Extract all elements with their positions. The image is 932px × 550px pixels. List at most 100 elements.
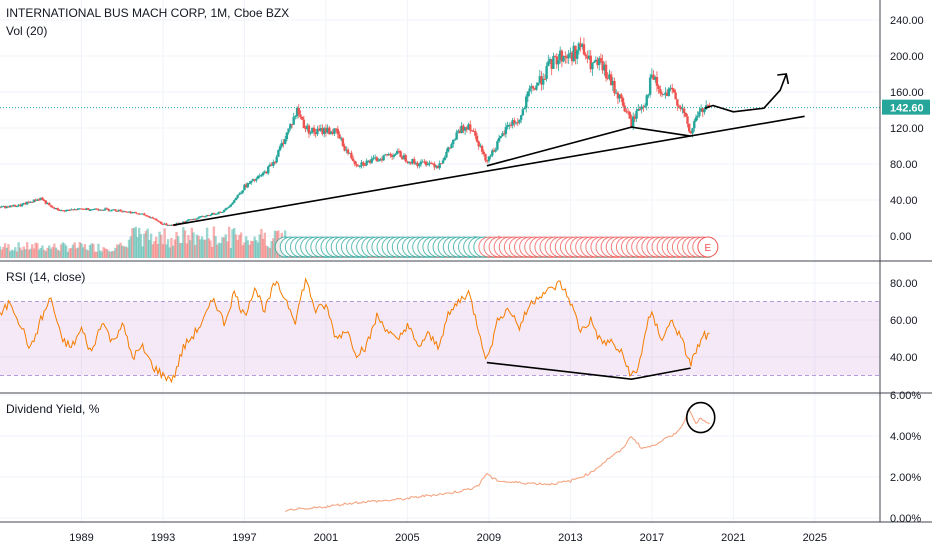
candle-body (689, 131, 693, 134)
candle-body (370, 158, 373, 163)
volume-bar (146, 228, 149, 258)
candle-body (49, 205, 53, 207)
candle-body (540, 76, 543, 85)
candle-body (214, 213, 217, 215)
candle-body (95, 208, 98, 210)
candle-body (63, 210, 66, 212)
candle-body (137, 213, 141, 215)
candle-body (222, 210, 226, 213)
x-tick-label: 2001 (314, 532, 338, 544)
candle-body (664, 92, 667, 95)
volume-bar (144, 230, 148, 258)
candle-body (377, 160, 380, 162)
volume-bar (58, 250, 61, 258)
volume-bar (160, 234, 163, 258)
candle-body (268, 164, 272, 167)
volume-bar (61, 242, 65, 258)
candle-body (418, 164, 421, 167)
candle-body (452, 139, 455, 145)
volume-bar (260, 228, 263, 258)
volume-bar (139, 234, 143, 258)
candle-body (265, 171, 268, 174)
candle-body (183, 221, 187, 223)
candle-body (696, 115, 699, 118)
candle-body (615, 92, 618, 94)
candle-body (119, 209, 122, 212)
candle-body (350, 152, 353, 159)
candle-body (278, 146, 282, 151)
candle-body (694, 117, 698, 122)
candle-body (277, 150, 280, 157)
volume-bar (239, 232, 243, 258)
candle-body (114, 209, 117, 211)
candle-body (419, 161, 423, 165)
candle-body (592, 61, 596, 63)
price-tick-label: 160.00 (890, 87, 924, 99)
candle-body (671, 87, 674, 90)
volume-bar (37, 249, 41, 258)
candle-body (324, 128, 328, 133)
candle-body (525, 96, 528, 109)
volume-bar (171, 245, 175, 258)
candle-body (294, 116, 297, 118)
candle-body (564, 55, 567, 57)
candle-body (31, 201, 34, 203)
candle-body (396, 151, 399, 155)
rsi-tick-label: 40.00 (890, 352, 918, 364)
candle-body (263, 171, 267, 173)
volume-bar (121, 245, 124, 258)
candle-body (613, 80, 616, 94)
candle-body (304, 128, 307, 130)
rsi-tick-label: 60.00 (890, 315, 918, 327)
candle-body (703, 109, 706, 113)
volume-bar (109, 251, 112, 258)
candle-body (112, 209, 115, 211)
candle-body (243, 184, 246, 191)
candle-body (197, 217, 200, 219)
candle-body (307, 125, 311, 134)
volume-bar (41, 245, 44, 258)
candle-body (448, 147, 452, 149)
candle-body (601, 60, 604, 71)
candle-body (260, 175, 263, 177)
volume-bar (0, 249, 3, 258)
candle-body (328, 127, 331, 135)
candle-body (355, 164, 358, 166)
volume-bar (78, 242, 81, 258)
volume-bar (231, 229, 234, 258)
x-tick-label: 2021 (721, 532, 745, 544)
candle-body (630, 118, 633, 127)
volume-bar (173, 239, 177, 258)
dividend-circle-annotation (685, 401, 716, 434)
candle-body (599, 58, 603, 61)
candle-body (122, 211, 126, 213)
candle-body (555, 56, 558, 65)
candle-body (207, 215, 210, 217)
candle-body (75, 209, 78, 211)
candle-body (394, 154, 397, 156)
volume-bar (182, 227, 185, 258)
volume-bar (261, 238, 265, 258)
volume-bar (224, 234, 227, 258)
volume-bar (17, 242, 20, 258)
candle-body (560, 50, 564, 62)
candle-body (699, 108, 703, 112)
volume-bar (170, 237, 173, 258)
volume-bar (256, 242, 260, 258)
volume-bar (175, 231, 178, 258)
volume-bar (81, 247, 85, 258)
dividend-yield-line (284, 409, 710, 513)
candle-body (239, 192, 243, 194)
candle-body (382, 155, 385, 161)
candle-body (282, 142, 285, 144)
candle-body (603, 64, 606, 71)
candle-body (492, 150, 496, 152)
volume-bar (70, 248, 73, 258)
candle-body (42, 200, 46, 202)
candle-body (404, 155, 407, 162)
candle-body (553, 56, 557, 58)
volume-bar (243, 242, 246, 258)
candle-body (637, 108, 640, 111)
volume-bar (83, 244, 87, 258)
